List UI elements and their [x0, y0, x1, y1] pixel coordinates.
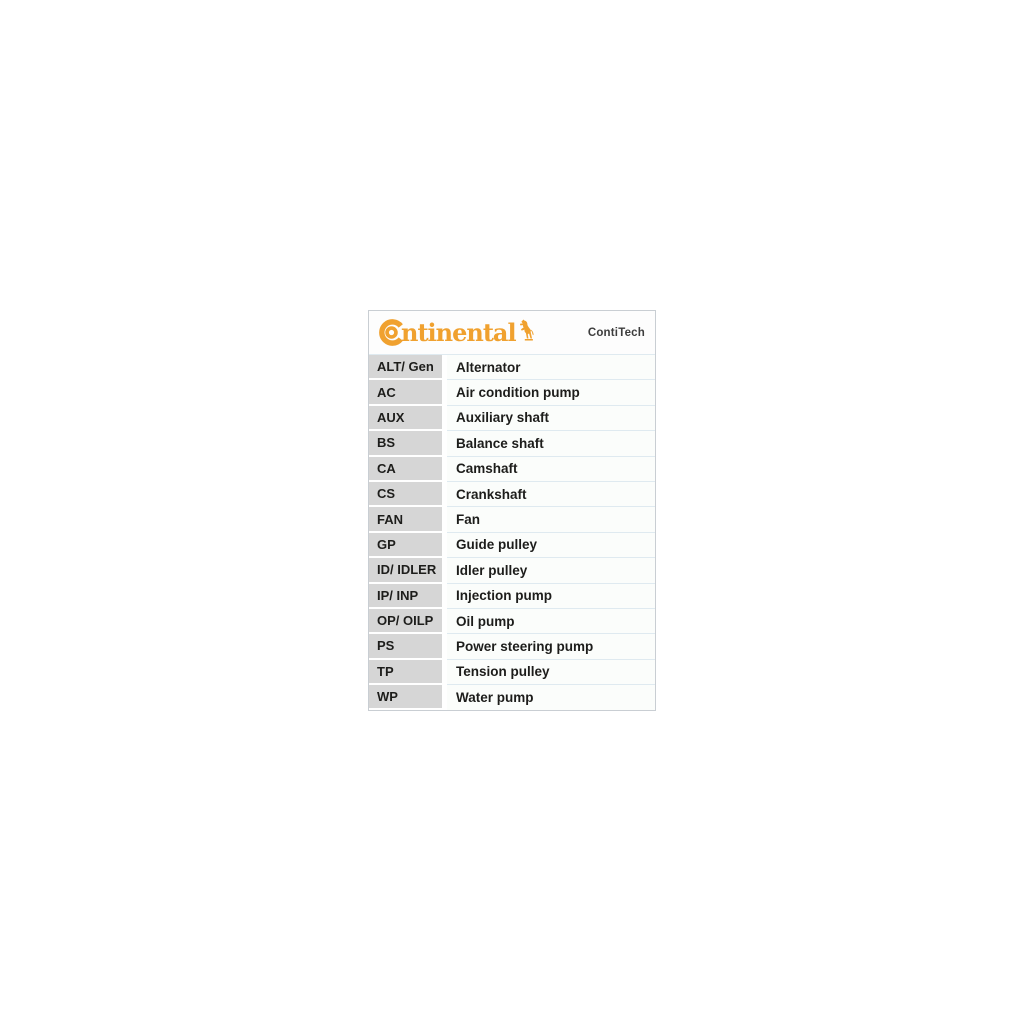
abbr-cell: WP	[369, 685, 442, 711]
contitech-label: ContiTech	[587, 326, 645, 339]
table-row: PS Power steering pump	[369, 634, 655, 660]
table-row: CA Camshaft	[369, 456, 655, 482]
table-row: OP/ OILP Oil pump	[369, 608, 655, 635]
label-cell: Fan	[447, 507, 655, 533]
table-row: AC Air condition pump	[369, 380, 655, 406]
label-cell: Auxiliary shaft	[447, 405, 655, 432]
continental-logo: ntinental	[378, 319, 535, 346]
table-row: ALT/ Gen Alternator	[369, 355, 655, 381]
abbr-cell: ALT/ Gen	[369, 355, 442, 381]
abbr-cell: CS	[369, 481, 442, 508]
label-cell: Guide pulley	[447, 532, 655, 559]
table-row: TP Tension pulley	[369, 659, 655, 686]
label-cell: Idler pulley	[447, 558, 655, 584]
abbr-cell: FAN	[369, 507, 442, 533]
table-row: FAN Fan	[369, 507, 655, 533]
table-row: AUX Auxiliary shaft	[369, 405, 655, 432]
abbr-cell: CA	[369, 456, 442, 482]
table-row: IP/ INP Injection pump	[369, 583, 655, 609]
label-cell: Oil pump	[447, 608, 655, 635]
abbr-cell: GP	[369, 532, 442, 559]
abbr-cell: AUX	[369, 405, 442, 432]
label-cell: Crankshaft	[447, 481, 655, 508]
label-cell: Air condition pump	[447, 380, 655, 406]
label-cell: Alternator	[447, 355, 655, 381]
logo-wordmark: ntinental	[401, 317, 517, 347]
label-cell: Power steering pump	[447, 634, 655, 660]
label-cell: Injection pump	[447, 583, 655, 609]
table-row: BS Balance shaft	[369, 431, 655, 457]
abbr-cell: AC	[369, 380, 442, 406]
continental-c-mark-icon	[379, 319, 403, 346]
label-cell: Camshaft	[447, 456, 655, 482]
abbr-cell: IP/ INP	[369, 583, 442, 609]
table-row: CS Crankshaft	[369, 481, 655, 508]
abbr-cell: OP/ OILP	[369, 608, 442, 635]
table-header: ntinental ContiTech	[369, 311, 655, 355]
legend-rows: ALT/ Gen Alternator AC Air condition pum…	[369, 355, 655, 711]
table-row: WP Water pump	[369, 685, 655, 711]
abbr-cell: PS	[369, 634, 442, 660]
label-cell: Balance shaft	[447, 431, 655, 457]
abbr-cell: TP	[369, 659, 442, 686]
table-row: GP Guide pulley	[369, 532, 655, 559]
label-cell: Tension pulley	[447, 659, 655, 686]
abbr-cell: ID/ IDLER	[369, 558, 442, 584]
rearing-horse-icon	[519, 319, 534, 341]
label-cell: Water pump	[447, 685, 655, 711]
legend-table: ntinental ContiTech ALT/ Gen Alternator …	[368, 310, 656, 712]
table-row: ID/ IDLER Idler pulley	[369, 558, 655, 584]
abbr-cell: BS	[369, 431, 442, 457]
